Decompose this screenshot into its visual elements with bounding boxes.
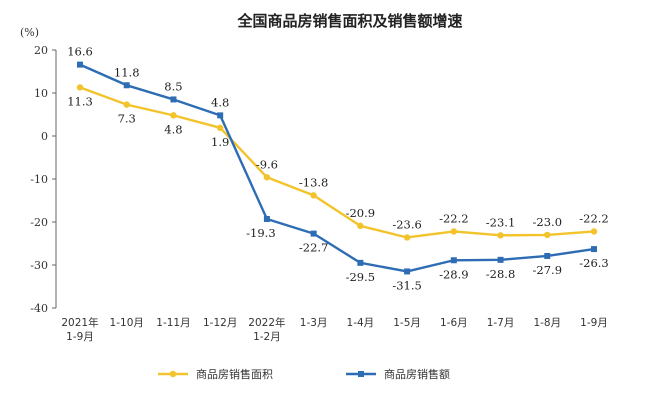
x-tick-label: 1-10月: [110, 317, 144, 329]
data-point: [544, 252, 551, 259]
legend-marker: [358, 371, 364, 377]
x-tick-label: 1-6月: [440, 317, 468, 329]
legend-label: 商品房销售额: [384, 367, 450, 381]
data-label: -23.0: [533, 215, 563, 229]
data-labels: 11.3 16.6 7.3 11.8 4.8 8.5 1.9 4.8 -9.6 -19.3 -13.…: [67, 45, 609, 293]
data-label: -28.8: [486, 267, 516, 281]
x-tick-label: 1-8月: [533, 317, 561, 329]
data-point: [404, 268, 411, 275]
data-label: 4.8: [211, 95, 229, 109]
data-label: 8.5: [164, 79, 182, 93]
data-point: [497, 232, 504, 239]
y-axis-ticks: 20 10 0 -10 -20 -30 -40: [30, 44, 56, 315]
data-point: [310, 230, 317, 237]
data-label: -22.2: [579, 211, 609, 225]
x-tick-label: 1-9月: [580, 317, 608, 329]
data-point: [76, 84, 84, 91]
data-point: [357, 222, 364, 230]
data-label: 1.9: [211, 135, 229, 149]
data-point: [450, 228, 458, 235]
data-point: [357, 259, 364, 266]
chart-title: 全国商品房销售面积及销售额增速: [236, 12, 462, 30]
y-tick-label: 20: [34, 44, 48, 57]
y-tick-label: 0: [41, 130, 48, 143]
data-label: -27.9: [533, 263, 563, 277]
data-point: [403, 234, 411, 241]
x-tick-label: 2022年 1-2月: [248, 316, 285, 343]
data-label: 11.8: [114, 65, 140, 79]
series-line: [79, 86, 595, 239]
x-tick-label: 1-7月: [487, 317, 515, 329]
data-label: -31.5: [392, 278, 422, 292]
data-point: [123, 82, 130, 89]
data-point: [170, 96, 177, 103]
data-label: 16.6: [67, 45, 93, 59]
y-tick-label: -10: [30, 173, 48, 186]
data-point: [170, 112, 177, 119]
x-tick-label: 1-4月: [347, 317, 375, 329]
data-point: [263, 174, 271, 181]
legend-label: 商品房销售面积: [196, 367, 273, 381]
data-label: 4.8: [164, 122, 182, 136]
data-label: -22.7: [299, 241, 329, 255]
x-tick-label: 1-11月: [156, 317, 190, 329]
series-layer: [76, 61, 598, 275]
x-tick-label: 1-5月: [393, 317, 421, 329]
data-point: [123, 101, 130, 108]
y-tick-label: -30: [30, 259, 48, 272]
series-line: [79, 63, 595, 273]
data-label: 7.3: [118, 112, 136, 126]
y-tick-label: -40: [30, 302, 48, 315]
data-label: -23.1: [486, 215, 516, 229]
y-tick-label: -20: [30, 216, 48, 229]
x-axis-ticks: 2021年 1-9月 1-10月 1-11月 1-12月 2022年 1-2月 1-3月 1-4…: [61, 316, 607, 343]
data-point: [450, 257, 457, 264]
x-tick-label: 1-3月: [300, 317, 328, 329]
data-label: -23.6: [392, 217, 422, 231]
data-point: [544, 231, 551, 239]
data-point: [77, 61, 83, 68]
data-point: [590, 228, 598, 235]
data-label: -19.3: [246, 226, 276, 240]
data-label: -28.9: [439, 267, 469, 281]
data-label: -13.8: [299, 175, 329, 189]
y-axis-unit-label: (%): [20, 26, 39, 39]
data-label: -9.6: [256, 157, 278, 171]
data-label: 11.3: [67, 94, 93, 108]
data-label: -29.5: [346, 270, 376, 284]
data-point: [217, 112, 224, 119]
legend: 商品房销售面积 商品房销售额: [158, 367, 450, 381]
data-point: [310, 192, 317, 199]
legend-item: 商品房销售面积: [158, 367, 273, 381]
legend-item: 商品房销售额: [346, 367, 450, 381]
data-label: -26.3: [579, 256, 609, 270]
data-point: [497, 256, 504, 263]
data-label: -20.9: [346, 206, 376, 220]
data-point: [263, 215, 270, 222]
x-tick-label: 1-12月: [203, 317, 237, 329]
y-tick-label: 10: [34, 87, 48, 100]
data-point: [591, 246, 597, 253]
legend-marker: [169, 370, 177, 378]
data-point: [216, 124, 224, 132]
x-tick-label: 2021年 1-9月: [61, 316, 98, 343]
data-label: -22.2: [439, 211, 469, 225]
